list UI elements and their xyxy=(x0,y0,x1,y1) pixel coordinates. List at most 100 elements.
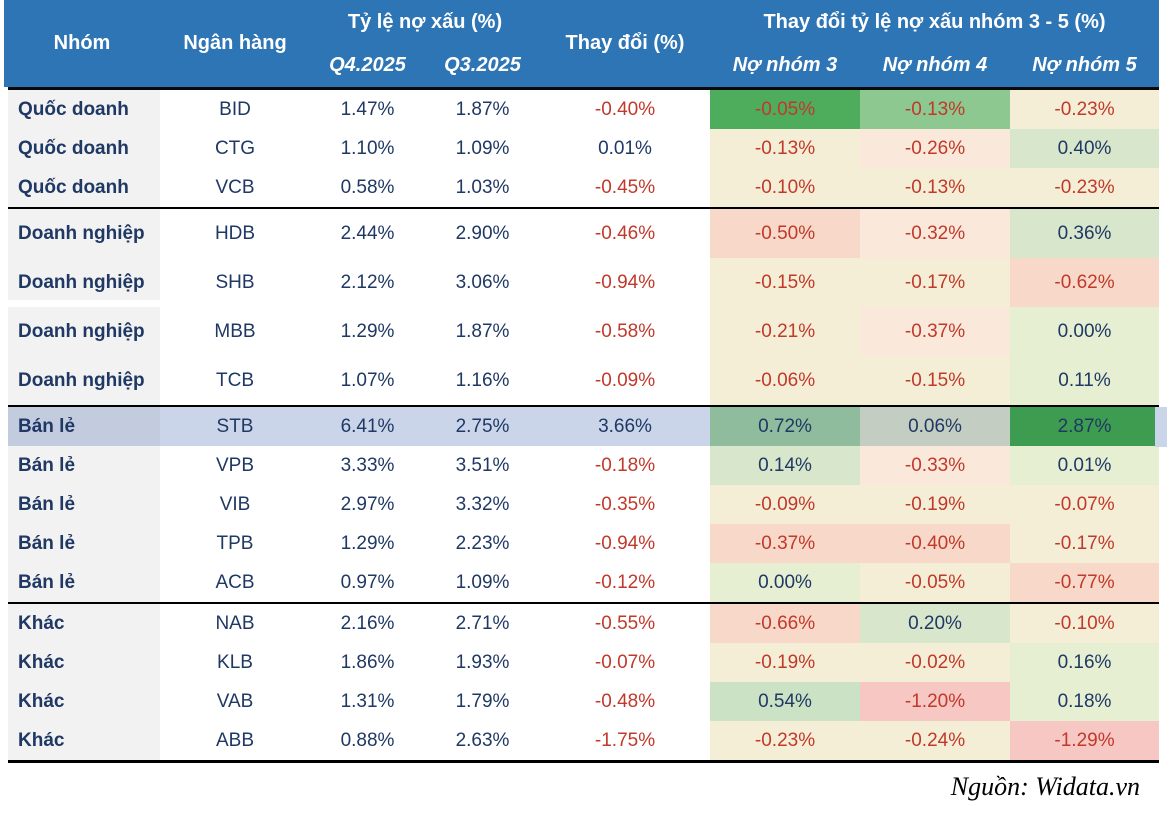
cell-q4: 1.86% xyxy=(310,643,425,682)
cell-group4: -0.02% xyxy=(860,643,1010,682)
header-npl-group: Thay đổi tỷ lệ nợ xấu nhóm 3 - 5 (%) xyxy=(710,0,1159,44)
cell-bank: KLB xyxy=(160,643,310,682)
cell-group5: -0.17% xyxy=(1010,524,1159,563)
table-body: Quốc doanh BID 1.47% 1.87% -0.40% -0.05% -0.13… xyxy=(0,88,1159,763)
cell-group3: -0.50% xyxy=(710,207,860,258)
cell-group4: -1.20% xyxy=(860,682,1010,721)
cell-group: Khác xyxy=(0,721,160,763)
cell-q3: 1.09% xyxy=(425,563,540,603)
cell-group5: -0.77% xyxy=(1010,563,1159,603)
cell-group: Bán lẻ xyxy=(0,446,160,485)
cell-group: Khác xyxy=(0,643,160,682)
cell-group: Bán lẻ xyxy=(0,485,160,524)
cell-bank: CTG xyxy=(160,129,310,168)
cell-group3: -0.21% xyxy=(710,307,860,356)
table-header: Nhóm Ngân hàng Tỷ lệ nợ xấu (%) Thay đổi… xyxy=(4,0,1159,90)
cell-group4: -0.05% xyxy=(860,563,1010,603)
cell-group3: 0.54% xyxy=(710,682,860,721)
cell-q3: 1.09% xyxy=(425,129,540,168)
cell-group5: 0.36% xyxy=(1010,207,1159,258)
cell-group4: 0.06% xyxy=(860,405,1010,446)
cell-change: -0.40% xyxy=(540,88,710,129)
cell-group4: -0.19% xyxy=(860,485,1010,524)
cell-change: -0.07% xyxy=(540,643,710,682)
cell-bank: SHB xyxy=(160,258,310,307)
cell-group4: -0.15% xyxy=(860,356,1010,406)
cell-group: Bán lẻ xyxy=(0,563,160,603)
cell-group: Bán lẻ xyxy=(0,405,160,446)
cell-group5: -1.29% xyxy=(1010,721,1159,763)
cell-change: -0.55% xyxy=(540,602,710,643)
cell-q3: 1.16% xyxy=(425,356,540,406)
cell-q3: 1.93% xyxy=(425,643,540,682)
table-row: Doanh nghiệp MBB 1.29% 1.87% -0.58% -0.21% -0.… xyxy=(0,307,1159,356)
header-q4: Q4.2025 xyxy=(310,44,425,90)
cell-group3: -0.66% xyxy=(710,602,860,643)
cell-group: Quốc doanh xyxy=(0,88,160,129)
cell-q3: 1.03% xyxy=(425,168,540,208)
cell-group3: 0.72% xyxy=(710,405,860,446)
cell-group3: -0.05% xyxy=(710,88,860,129)
cell-group4: -0.17% xyxy=(860,258,1010,307)
cell-group3: -0.23% xyxy=(710,721,860,763)
cell-q4: 0.97% xyxy=(310,563,425,603)
cell-group4: -0.40% xyxy=(860,524,1010,563)
cell-change: 3.66% xyxy=(540,405,710,446)
cell-q3: 2.90% xyxy=(425,207,540,258)
header-group4: Nợ nhóm 4 xyxy=(860,44,1010,90)
cell-group3: -0.37% xyxy=(710,524,860,563)
header-group3: Nợ nhóm 3 xyxy=(710,44,860,90)
cell-q3: 1.87% xyxy=(425,307,540,356)
cell-group5: 0.18% xyxy=(1010,682,1159,721)
cell-group3: -0.06% xyxy=(710,356,860,406)
cell-group5: 0.01% xyxy=(1010,446,1159,485)
cell-group4: -0.13% xyxy=(860,88,1010,129)
cell-q4: 1.07% xyxy=(310,356,425,406)
cell-bank: HDB xyxy=(160,207,310,258)
cell-q4: 2.16% xyxy=(310,602,425,643)
table-row: Doanh nghiệp TCB 1.07% 1.16% -0.09% -0.06% -0.… xyxy=(0,356,1159,406)
cell-bank: VPB xyxy=(160,446,310,485)
cell-bank: VIB xyxy=(160,485,310,524)
cell-q3: 2.23% xyxy=(425,524,540,563)
table-row: Khác ABB 0.88% 2.63% -1.75% -0.23% -0.24% -1.29… xyxy=(0,721,1159,763)
table-row: Quốc doanh CTG 1.10% 1.09% 0.01% -0.13% -0.26%… xyxy=(0,129,1159,168)
table-row: Khác KLB 1.86% 1.93% -0.07% -0.19% -0.02% 0.16% xyxy=(0,643,1159,682)
cell-q4: 1.31% xyxy=(310,682,425,721)
stb-highlight-extension xyxy=(1155,407,1167,447)
cell-group5: 0.00% xyxy=(1010,307,1159,356)
cell-bank: STB xyxy=(160,405,310,446)
cell-q4: 0.58% xyxy=(310,168,425,208)
cell-q4: 1.29% xyxy=(310,524,425,563)
cell-q4: 1.47% xyxy=(310,88,425,129)
cell-group4: -0.13% xyxy=(860,168,1010,208)
header-nhom: Nhóm xyxy=(4,0,160,90)
cell-group: Khác xyxy=(0,602,160,643)
cell-group: Doanh nghiệp xyxy=(0,356,160,406)
cell-q3: 2.63% xyxy=(425,721,540,763)
cell-group5: -0.23% xyxy=(1010,168,1159,208)
cell-bank: VAB xyxy=(160,682,310,721)
cell-group3: -0.19% xyxy=(710,643,860,682)
cell-bank: ACB xyxy=(160,563,310,603)
cell-group4: -0.32% xyxy=(860,207,1010,258)
cell-q3: 1.79% xyxy=(425,682,540,721)
cell-group: Quốc doanh xyxy=(0,168,160,208)
cell-q4: 1.29% xyxy=(310,307,425,356)
cell-group3: 0.00% xyxy=(710,563,860,603)
cell-group3: -0.15% xyxy=(710,258,860,307)
header-q3: Q3.2025 xyxy=(425,44,540,90)
cell-group5: -0.10% xyxy=(1010,602,1159,643)
cell-change: -0.12% xyxy=(540,563,710,603)
cell-q3: 3.32% xyxy=(425,485,540,524)
footer-source: Nguồn: Widata.vn xyxy=(950,772,1140,801)
cell-q3: 2.71% xyxy=(425,602,540,643)
cell-group3: -0.13% xyxy=(710,129,860,168)
cell-change: -0.18% xyxy=(540,446,710,485)
cell-group: Doanh nghiệp xyxy=(0,207,160,258)
cell-group3: 0.14% xyxy=(710,446,860,485)
cell-change: -0.45% xyxy=(540,168,710,208)
cell-group: Doanh nghiệp xyxy=(0,307,160,356)
cell-bank: NAB xyxy=(160,602,310,643)
